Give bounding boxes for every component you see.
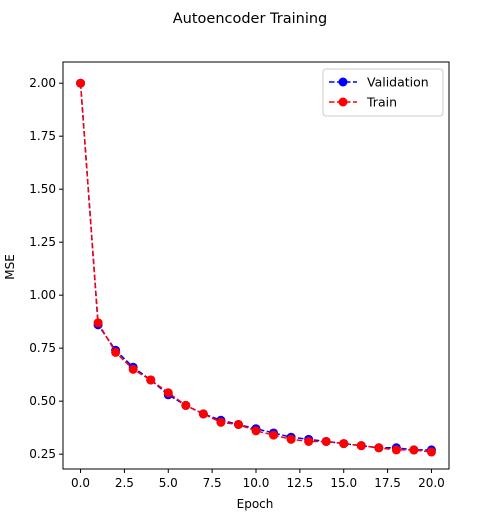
y-tick-label: 2.00 <box>29 76 56 90</box>
data-point-train <box>181 400 191 410</box>
data-point-train <box>198 409 208 419</box>
x-tick-label: 20.0 <box>418 476 445 490</box>
legend-item-validation: Validation <box>329 75 429 90</box>
series-line-train <box>79 83 432 453</box>
y-tick-label: 1.75 <box>29 129 56 143</box>
x-axis-ticks: 0.0 2.5 5.0 7.5 10.0 12.5 15.0 17.5 20.0 <box>71 469 445 490</box>
data-point-train <box>163 388 173 398</box>
y-axis-label: MSE <box>3 254 17 280</box>
data-point-train <box>426 447 436 457</box>
y-tick-label: 1.25 <box>29 235 56 249</box>
legend: Validation Train <box>322 68 444 117</box>
y-tick-label: 0.25 <box>29 447 56 461</box>
data-point-train <box>339 439 349 449</box>
data-point-train <box>286 434 296 444</box>
legend-label: Validation <box>367 75 429 90</box>
data-point-train <box>216 417 226 427</box>
plot-frame <box>62 61 450 470</box>
data-point-train <box>269 430 279 440</box>
x-tick-label: 17.5 <box>374 476 401 490</box>
data-point-train <box>374 443 384 453</box>
data-point-train <box>111 347 121 357</box>
data-point-train <box>93 318 103 328</box>
data-point-train <box>76 78 86 88</box>
x-axis-label: Epoch <box>237 497 274 511</box>
y-tick-label: 0.50 <box>29 394 56 408</box>
data-point-train <box>409 445 419 455</box>
x-tick-label: 0.0 <box>71 476 90 490</box>
legend-item-train: Train <box>329 95 397 110</box>
plot-area <box>62 61 450 470</box>
series-train <box>76 78 436 457</box>
y-axis-ticks: 0.25 0.50 0.75 1.00 1.25 1.50 1.75 2.00 <box>29 76 63 461</box>
legend-marker <box>338 97 348 107</box>
data-point-train <box>146 375 156 385</box>
y-tick-label: 0.75 <box>29 341 56 355</box>
series-layer <box>76 78 436 457</box>
x-tick-label: 10.0 <box>243 476 270 490</box>
data-point-train <box>391 445 401 455</box>
data-point-train <box>321 436 331 446</box>
data-point-train <box>356 441 366 451</box>
data-point-train <box>304 436 314 446</box>
x-tick-label: 2.5 <box>115 476 134 490</box>
y-tick-label: 1.00 <box>29 288 56 302</box>
data-point-train <box>233 419 243 429</box>
x-tick-label: 7.5 <box>203 476 222 490</box>
data-point-train <box>128 364 138 374</box>
legend-marker <box>338 77 348 87</box>
legend-label: Train <box>366 95 397 110</box>
x-tick-label: 12.5 <box>287 476 314 490</box>
chart-title: Autoencoder Training <box>173 11 328 27</box>
data-point-train <box>251 426 261 436</box>
x-tick-label: 15.0 <box>330 476 357 490</box>
y-tick-label: 1.50 <box>29 182 56 196</box>
legend-box <box>322 68 444 117</box>
x-tick-label: 5.0 <box>159 476 178 490</box>
